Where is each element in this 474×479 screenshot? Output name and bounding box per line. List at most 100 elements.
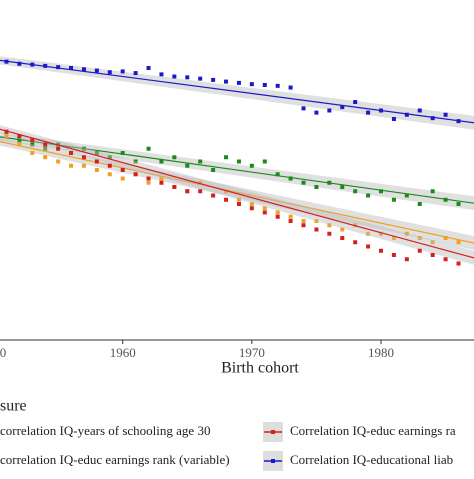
point	[301, 223, 306, 228]
point	[314, 110, 319, 115]
point	[301, 219, 306, 223]
point	[146, 176, 151, 181]
point	[146, 146, 151, 151]
point	[404, 112, 409, 117]
point	[391, 117, 396, 121]
point	[456, 119, 461, 124]
point	[417, 202, 422, 206]
point	[262, 210, 267, 215]
point	[107, 172, 112, 177]
point	[404, 231, 409, 236]
point	[120, 168, 125, 172]
legend-title: sure	[0, 398, 27, 415]
legend-label: correlation IQ-educ earnings rank (varia…	[0, 452, 230, 467]
point	[301, 180, 306, 185]
point	[69, 163, 74, 168]
point	[43, 63, 48, 68]
point	[404, 193, 409, 198]
point	[275, 83, 280, 88]
point	[417, 236, 422, 240]
point	[262, 159, 267, 164]
point	[340, 105, 345, 110]
legend-label: Correlation IQ-educational liab	[290, 452, 453, 467]
point	[56, 65, 61, 70]
x-tick-label: 0	[0, 345, 6, 360]
point	[327, 231, 332, 236]
point	[4, 129, 9, 134]
legend-label: correlation IQ-years of schooling age 30	[0, 423, 210, 438]
point	[430, 240, 435, 245]
point	[43, 142, 48, 147]
point	[314, 185, 319, 189]
point	[391, 197, 396, 202]
point	[249, 202, 254, 206]
point	[288, 85, 293, 90]
point	[172, 155, 177, 160]
point	[275, 214, 280, 219]
point	[159, 72, 164, 77]
point	[198, 180, 203, 185]
point	[17, 61, 22, 66]
point	[94, 68, 99, 73]
point	[81, 163, 86, 168]
point	[366, 231, 371, 236]
point	[185, 163, 190, 168]
point	[236, 197, 241, 202]
point	[120, 151, 125, 155]
fit-band	[0, 125, 474, 265]
point	[417, 108, 422, 113]
point	[353, 189, 358, 194]
point	[133, 71, 138, 76]
point	[198, 76, 203, 81]
point	[391, 236, 396, 240]
point	[69, 151, 74, 155]
point	[146, 180, 151, 185]
point	[69, 66, 74, 70]
point	[430, 189, 435, 194]
point	[211, 193, 216, 198]
point	[81, 146, 86, 151]
point	[159, 180, 164, 185]
point	[224, 197, 229, 202]
point	[43, 155, 48, 160]
point	[391, 253, 396, 257]
point	[443, 236, 448, 240]
fit-line	[0, 128, 474, 259]
point	[366, 244, 371, 249]
point	[301, 106, 306, 111]
x-axis-title: Birth cohort	[221, 360, 299, 377]
point	[4, 59, 9, 64]
point	[172, 185, 177, 189]
point	[340, 185, 345, 189]
point	[185, 189, 190, 194]
point	[288, 219, 293, 223]
point	[107, 155, 112, 160]
fit-line	[0, 141, 474, 244]
point	[224, 155, 229, 160]
point	[327, 180, 332, 185]
point	[249, 163, 254, 168]
point	[236, 202, 241, 206]
point	[17, 138, 22, 143]
point	[275, 172, 280, 177]
point	[327, 108, 332, 113]
x-tick-label: 1960	[110, 345, 136, 360]
point	[327, 223, 332, 228]
point	[379, 189, 384, 194]
x-tick-label: 1970	[239, 345, 265, 360]
point	[198, 189, 203, 194]
point	[146, 66, 151, 70]
point	[456, 261, 461, 266]
point	[353, 100, 358, 104]
point	[81, 155, 86, 160]
point	[340, 236, 345, 240]
x-tick-label: 1980	[368, 345, 394, 360]
point	[340, 227, 345, 232]
point	[107, 70, 112, 75]
point	[224, 189, 229, 194]
point	[249, 206, 254, 211]
point	[443, 197, 448, 202]
point	[30, 62, 35, 67]
point	[366, 110, 371, 115]
